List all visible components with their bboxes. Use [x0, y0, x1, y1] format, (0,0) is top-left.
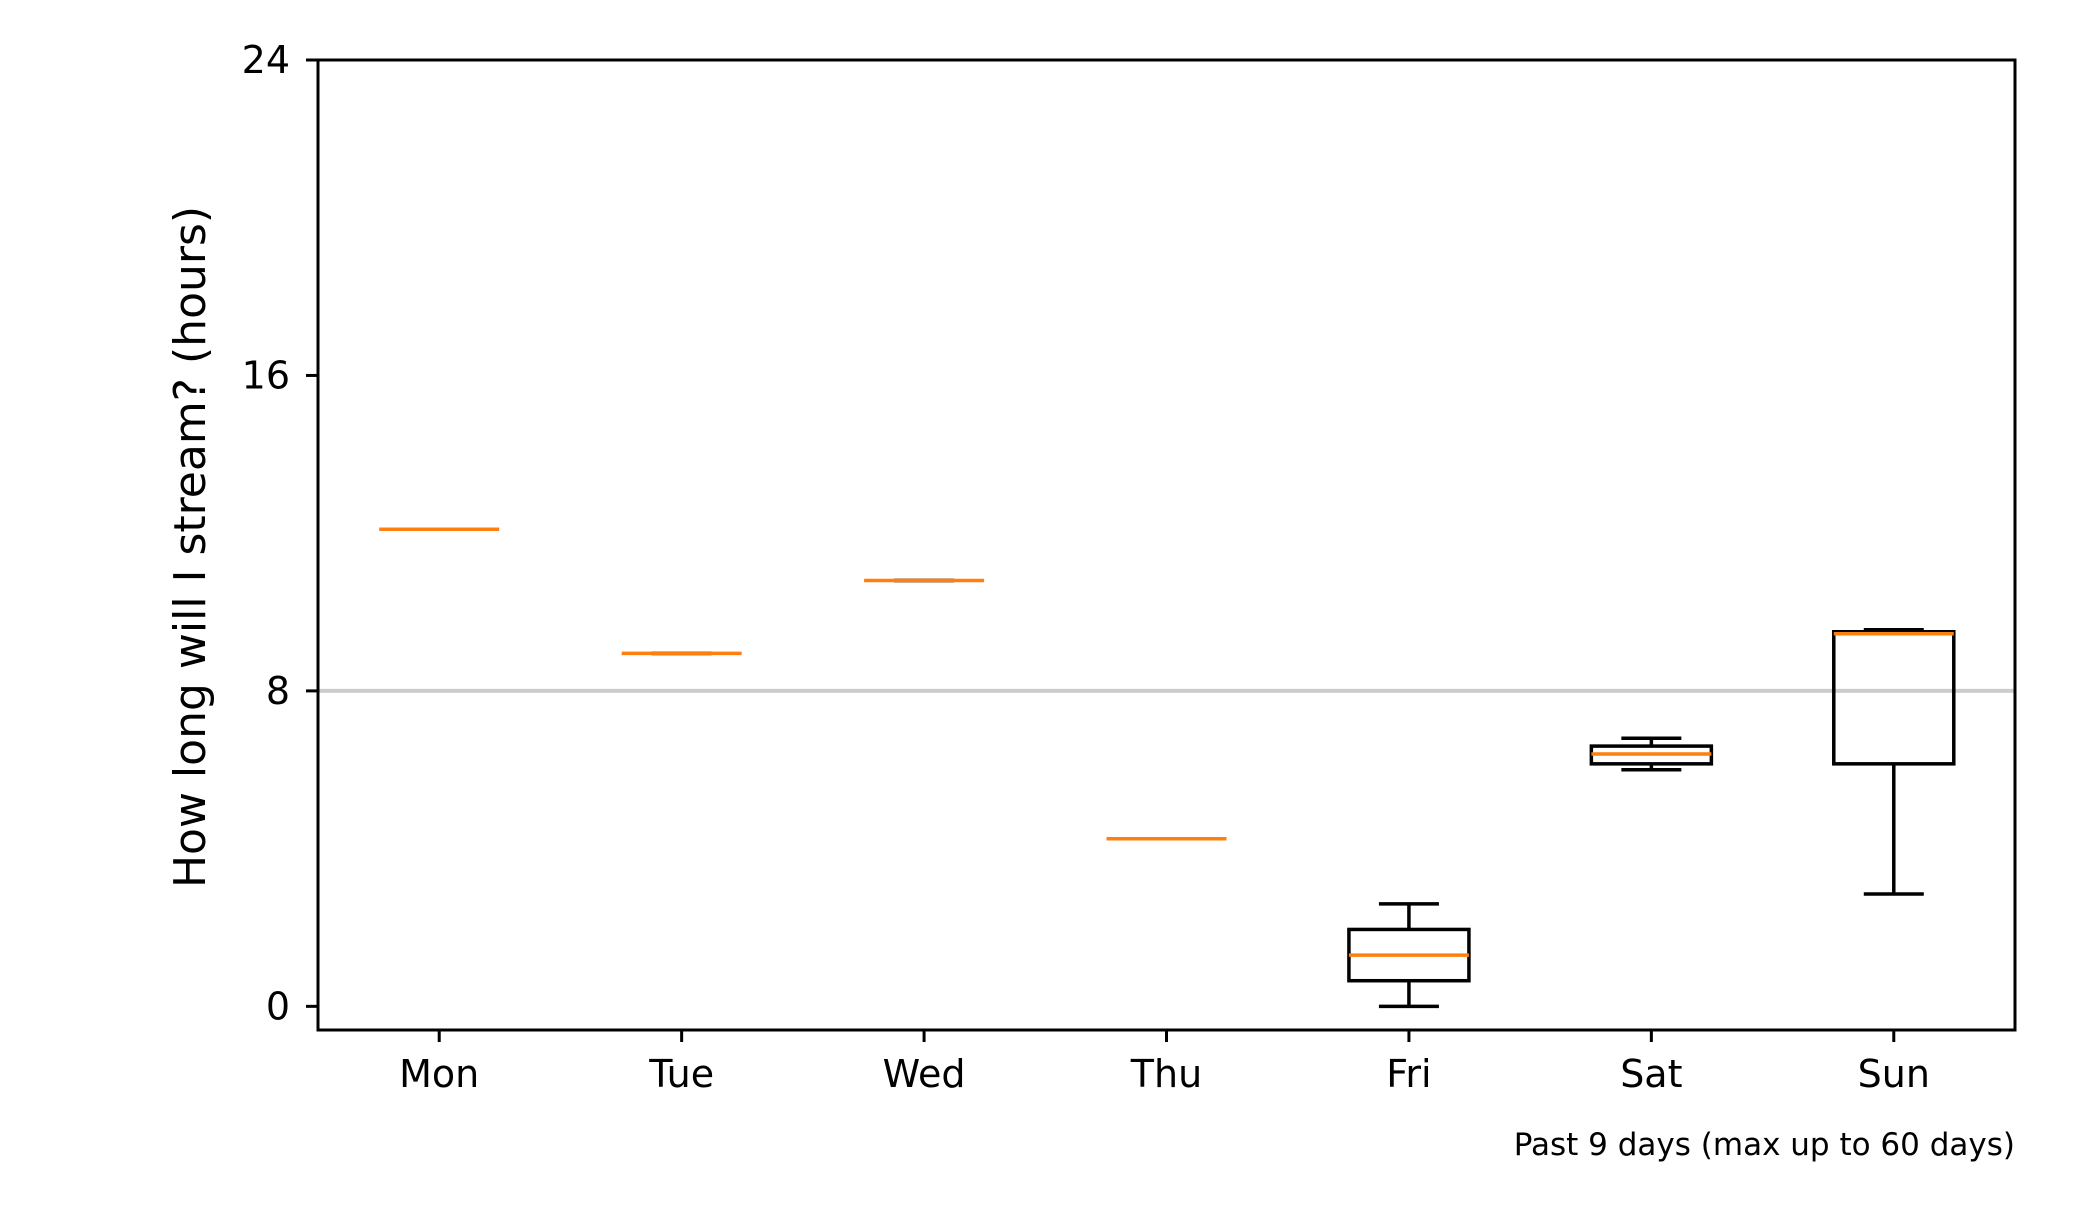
- x-tick-label-wed: Wed: [883, 1052, 966, 1096]
- x-tick-label-tue: Tue: [648, 1052, 714, 1096]
- y-tick-label-8: 8: [266, 669, 290, 713]
- y-axis-title: How long will I stream? (hours): [165, 206, 216, 888]
- x-tick-label-fri: Fri: [1386, 1052, 1431, 1096]
- box-iqr: [1832, 629, 1956, 766]
- y-tick-label-0: 0: [266, 984, 290, 1028]
- box-group-sun: [1832, 628, 1956, 896]
- boxes-layer: [379, 527, 1956, 1009]
- plot-frame: [316, 58, 2017, 1032]
- x-tick-label-sat: Sat: [1620, 1052, 1682, 1096]
- box-group-fri: [1347, 902, 1471, 1009]
- x-tick-label-mon: Mon: [399, 1052, 479, 1096]
- y-tick-label-24: 24: [242, 38, 290, 82]
- box-group-sat: [1589, 736, 1714, 772]
- y-tick-label-16: 16: [242, 353, 290, 397]
- axes-layer: 0 8 16 24 Mon Tue Wed Thu Fri Sat Sun: [242, 38, 2017, 1096]
- footnote: Past 9 days (max up to 60 days): [1514, 1127, 2015, 1163]
- x-tick-label-thu: Thu: [1130, 1052, 1202, 1096]
- x-tick-label-sun: Sun: [1858, 1052, 1930, 1096]
